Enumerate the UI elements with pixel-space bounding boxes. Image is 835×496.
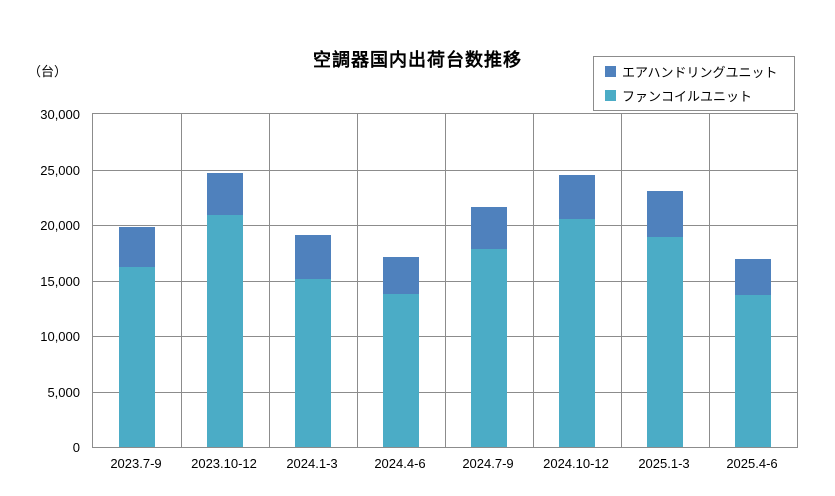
legend-label-fan-coil-unit: ファンコイルユニット xyxy=(622,89,753,104)
bar-segment-air-handling xyxy=(471,207,507,250)
legend: エアハンドリングユニット ファンコイルユニット xyxy=(593,56,795,111)
gridline-vertical xyxy=(357,114,358,447)
bar-segment-air-handling xyxy=(295,235,331,280)
bar-segment-air-handling xyxy=(735,259,771,295)
bar-segment-air-handling xyxy=(647,190,683,238)
bar-segment-fan-coil xyxy=(383,293,419,447)
bar-segment-fan-coil xyxy=(735,294,771,447)
legend-swatch-teal-icon xyxy=(605,90,616,101)
bar-segment-fan-coil xyxy=(207,215,243,447)
bar-segment-fan-coil xyxy=(471,249,507,447)
y-axis-tick-label: 5,000 xyxy=(47,384,80,400)
bar-segment-fan-coil xyxy=(119,267,155,447)
legend-item-fan-coil-unit: ファンコイルユニット xyxy=(605,86,794,105)
x-axis-tick-label: 2023.10-12 xyxy=(191,456,257,471)
legend-label-air-handling-unit: エアハンドリングユニット xyxy=(622,65,778,80)
y-axis-tick-label: 30,000 xyxy=(40,107,80,122)
bar-segment-air-handling xyxy=(383,257,419,294)
x-axis-tick-label: 2025.1-3 xyxy=(638,456,690,471)
bar-segment-air-handling xyxy=(119,227,155,268)
bar-segment-fan-coil xyxy=(559,219,595,447)
gridline-vertical xyxy=(269,114,270,447)
y-axis-tick-label: 15,000 xyxy=(40,273,80,289)
gridline-vertical xyxy=(445,114,446,447)
legend-swatch-blue-icon xyxy=(605,66,616,77)
gridline-vertical xyxy=(533,114,534,447)
x-axis-tick-label: 2024.7-9 xyxy=(462,456,514,471)
x-axis-tick-label: 2025.4-6 xyxy=(726,456,778,471)
y-axis-tick-label: 10,000 xyxy=(40,329,80,344)
x-axis-tick-label: 2023.7-9 xyxy=(110,456,162,471)
bar-segment-air-handling xyxy=(559,175,595,220)
x-axis-tick-label: 2024.10-12 xyxy=(543,456,609,471)
y-axis-tick-label: 0 xyxy=(72,440,80,455)
y-axis-unit-label: （台） xyxy=(28,64,68,79)
gridline-vertical xyxy=(709,114,710,447)
gridline-vertical xyxy=(181,114,182,447)
gridline-vertical xyxy=(621,114,622,447)
y-axis-tick-label: 25,000 xyxy=(40,162,80,178)
plot-area xyxy=(92,113,798,448)
bar-segment-fan-coil xyxy=(295,279,331,447)
bar-segment-air-handling xyxy=(207,172,243,216)
bar-segment-fan-coil xyxy=(647,237,683,447)
legend-item-air-handling-unit: エアハンドリングユニット xyxy=(605,62,794,81)
x-axis-tick-label: 2024.4-6 xyxy=(374,456,426,471)
chart-title: 空調器国内出荷台数推移 xyxy=(313,50,522,70)
x-axis-tick-label: 2024.1-3 xyxy=(286,456,338,471)
y-axis-tick-label: 20,000 xyxy=(40,218,80,233)
